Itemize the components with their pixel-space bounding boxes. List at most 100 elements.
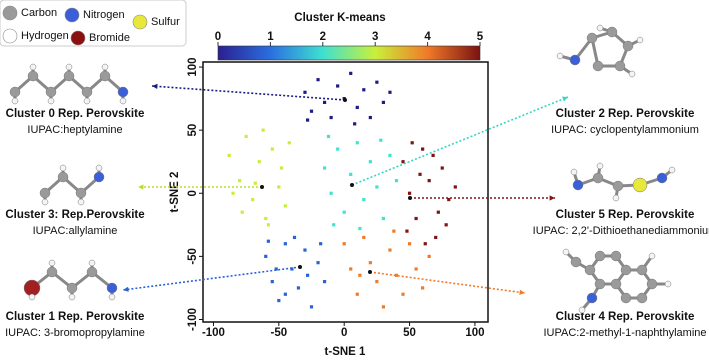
scatter-point xyxy=(303,248,307,252)
scatter-point xyxy=(375,80,379,84)
scatter-point xyxy=(358,227,362,231)
atom-swatch xyxy=(2,28,18,44)
colorbar-tick-label: 2 xyxy=(320,31,326,43)
y-tick-label: -100 xyxy=(187,308,199,331)
scatter-point xyxy=(394,179,399,183)
atom xyxy=(584,264,596,276)
scatter-point xyxy=(336,147,340,151)
annotation-subtitle: IUPAC:2-methyl-1-naphthylamine xyxy=(543,327,706,339)
scatter-point xyxy=(257,160,261,164)
atom xyxy=(620,264,632,276)
arrow-origin xyxy=(368,270,372,274)
scatter-point xyxy=(270,280,274,284)
atom xyxy=(59,164,67,172)
scatter-point xyxy=(434,235,438,240)
atom xyxy=(594,278,606,290)
y-tick-label: -50 xyxy=(187,248,199,265)
scatter-point xyxy=(279,166,284,170)
scatter-point xyxy=(421,147,425,151)
scatter-point xyxy=(266,223,270,227)
scatter-point xyxy=(405,229,409,233)
scatter-point xyxy=(322,100,327,104)
annotation-arrow xyxy=(122,266,301,291)
atom xyxy=(47,97,55,105)
y-tick-label: 0 xyxy=(187,190,199,196)
atom-swatch xyxy=(64,7,80,23)
scatter-point xyxy=(418,172,422,176)
scatter-point xyxy=(322,280,327,284)
atom xyxy=(612,180,624,192)
atom-legend-box xyxy=(0,0,187,47)
y-tick-label: 50 xyxy=(187,124,199,137)
atom xyxy=(636,264,648,276)
atom xyxy=(620,292,632,304)
arrow-origin xyxy=(343,98,347,102)
scatter-point xyxy=(316,261,320,265)
scatter-point xyxy=(421,286,425,290)
atom xyxy=(99,70,111,82)
colorbar-tick-label: 1 xyxy=(267,31,274,43)
scatter-point xyxy=(414,267,418,271)
scatter-point xyxy=(283,242,287,246)
scatter-point xyxy=(253,181,257,185)
annotation-title: Cluster 4 Rep. Perovskite xyxy=(556,311,695,323)
atom xyxy=(95,164,103,172)
atom-label: Bromide xyxy=(89,32,130,44)
annotation-arrow xyxy=(369,271,526,294)
atom xyxy=(578,306,586,314)
scatter-point xyxy=(326,134,331,139)
atom xyxy=(63,70,75,82)
scatter-point xyxy=(388,153,392,157)
annotation-subtitle: IUPAC: 2,2'-Dithioethanediammonium xyxy=(533,225,709,237)
atom xyxy=(117,86,129,98)
arrow-origin xyxy=(350,183,354,187)
scatter-point xyxy=(227,153,231,157)
scatter-point xyxy=(394,273,399,277)
atom xyxy=(88,259,96,267)
scatter-point xyxy=(444,223,448,227)
atom xyxy=(27,70,39,82)
atom xyxy=(606,26,618,38)
atom xyxy=(610,278,622,290)
x-tick-label: 100 xyxy=(465,327,484,339)
atom xyxy=(39,187,51,199)
atom xyxy=(648,252,656,260)
arrow-head xyxy=(549,195,555,201)
atom xyxy=(41,198,49,206)
scatter-point xyxy=(319,242,323,246)
atom xyxy=(610,250,622,262)
atom xyxy=(632,177,648,193)
annotation-subtitle: IUPAC: 3-bromopropylamine xyxy=(5,327,145,339)
scatter-point xyxy=(447,197,451,202)
atom-swatch xyxy=(2,5,18,21)
atom xyxy=(65,63,73,71)
scatter-point xyxy=(342,210,346,214)
arrow-head xyxy=(152,83,158,89)
scatter-point xyxy=(270,147,274,151)
scatter-point xyxy=(355,105,359,110)
scatter-point xyxy=(423,242,427,246)
scatter-point xyxy=(305,118,310,122)
atom xyxy=(23,279,41,297)
scatter-point xyxy=(381,100,386,104)
y-tick-label: 100 xyxy=(187,57,199,76)
atom-swatch xyxy=(70,30,86,46)
atom xyxy=(622,40,634,52)
scatter-point xyxy=(349,172,353,176)
atom xyxy=(28,293,36,301)
scatter-point xyxy=(379,138,383,142)
arrow-origin xyxy=(408,196,412,200)
scatter-point xyxy=(388,248,392,252)
arrow-origin xyxy=(298,265,302,269)
atom xyxy=(592,60,604,72)
colorbar xyxy=(217,45,481,61)
annotation-arrow xyxy=(151,85,346,101)
atom xyxy=(586,292,598,304)
colorbar-label: Cluster K-means xyxy=(294,12,385,24)
arrow-head xyxy=(519,289,525,295)
x-tick-label: -100 xyxy=(202,327,225,339)
atom xyxy=(93,171,105,183)
x-tick-label: 50 xyxy=(403,327,416,339)
